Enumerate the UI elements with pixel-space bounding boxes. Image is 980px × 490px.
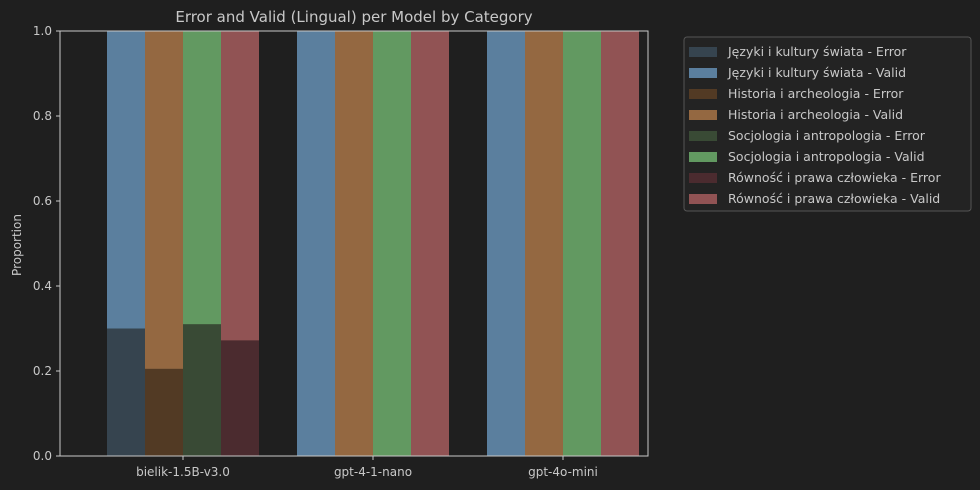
legend-swatch xyxy=(689,131,717,141)
legend-entry: Historia i archeologia - Error xyxy=(728,86,904,101)
bar-valid xyxy=(601,31,639,456)
legend-entry: Historia i archeologia - Valid xyxy=(728,107,903,122)
y-axis-label: Proportion xyxy=(10,214,24,276)
bar-error xyxy=(221,340,259,456)
legend-entry: Socjologia i antropologia - Valid xyxy=(728,149,925,164)
legend-entry: Równość i prawa człowieka - Error xyxy=(728,170,941,185)
y-tick-label: 0.6 xyxy=(33,194,52,208)
y-tick-label: 0.2 xyxy=(33,364,52,378)
legend-entry: Równość i prawa człowieka - Valid xyxy=(728,191,940,206)
legend-entry: Socjologia i antropologia - Error xyxy=(728,128,926,143)
legend-swatch xyxy=(689,110,717,120)
bar-valid xyxy=(183,31,221,325)
legend-swatch xyxy=(689,173,717,183)
axes-frame xyxy=(59,30,649,457)
bar-valid xyxy=(411,31,449,456)
bar-valid xyxy=(373,31,411,456)
bar-valid xyxy=(107,31,145,329)
x-tick-label: bielik-1.5B-v3.0 xyxy=(136,465,230,479)
bar-error xyxy=(183,324,221,456)
y-tick-label: 1.0 xyxy=(33,24,52,38)
chart-title: Error and Valid (Lingual) per Model by C… xyxy=(175,8,532,26)
bar-valid xyxy=(145,31,183,369)
legend-swatch xyxy=(689,68,717,78)
legend-box xyxy=(683,36,972,212)
legend-swatch xyxy=(689,194,717,204)
y-tick-label: 0.8 xyxy=(33,109,52,123)
bar-valid xyxy=(525,31,563,456)
plot-area: bielik-1.5B-v3.0 gpt-4-1-nano gpt-4o-mini 0… xyxy=(33,24,649,479)
legend-swatch xyxy=(689,47,717,57)
bar-valid xyxy=(487,31,525,456)
bar-valid xyxy=(563,31,601,456)
legend: Języki i kultury świata - Error Języki i … xyxy=(683,36,972,212)
bar-valid xyxy=(297,31,335,456)
legend-swatch xyxy=(689,89,717,99)
bar-valid xyxy=(335,31,373,456)
bar-error xyxy=(145,368,183,456)
y-tick-label: 0.0 xyxy=(33,449,52,463)
legend-entry: Języki i kultury świata - Valid xyxy=(727,65,906,80)
x-tick-label: gpt-4o-mini xyxy=(528,465,598,479)
bar-error xyxy=(107,328,145,456)
bar-valid xyxy=(221,31,259,341)
legend-entry: Języki i kultury świata - Error xyxy=(727,44,907,59)
y-tick-label: 0.4 xyxy=(33,279,52,293)
x-tick-label: gpt-4-1-nano xyxy=(334,465,412,479)
legend-swatch xyxy=(689,152,717,162)
